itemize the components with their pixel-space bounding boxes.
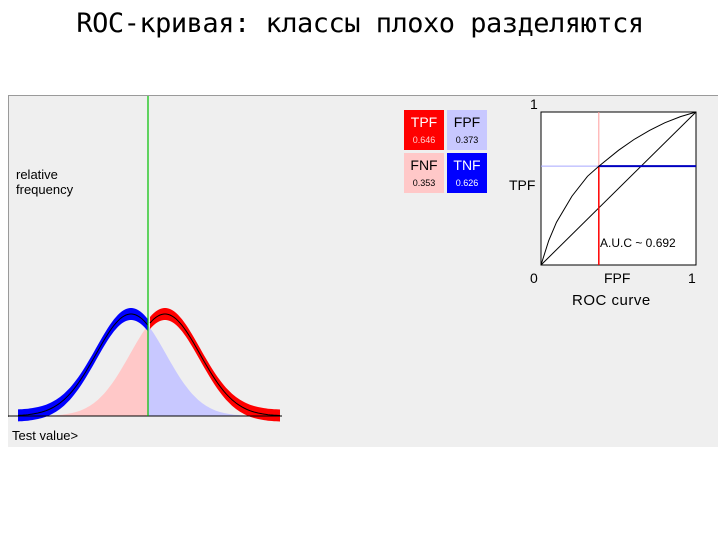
ylabel-line2: frequency	[16, 182, 74, 197]
pink-fill-area	[18, 325, 148, 416]
fpf-label: FPF	[453, 114, 481, 130]
roc-chance-diagonal	[540, 111, 697, 266]
tpf-label: TPF	[410, 114, 438, 130]
tpf-value: 0.646	[412, 135, 436, 145]
roc-y-max-tick: 1	[530, 96, 538, 112]
panel-border-left	[8, 95, 9, 417]
red-distribution-band	[150, 308, 280, 422]
test-value-label: Test value>	[12, 428, 79, 443]
fnf-value: 0.353	[412, 178, 436, 188]
roc-x-axis-label: FPF	[604, 270, 631, 286]
tnf-value: 0.626	[455, 178, 479, 188]
panel-border-top	[8, 95, 718, 96]
tpf-cell: TPF 0.646	[404, 110, 444, 150]
roc-x-max-tick: 1	[688, 270, 696, 286]
blue-distribution-band	[18, 308, 148, 422]
roc-caption: ROC curve	[572, 292, 651, 309]
roc-origin-tick: 0	[530, 270, 538, 286]
fnf-cell: FNF 0.353	[404, 153, 444, 193]
ylabel-line1: relative	[16, 167, 58, 182]
slide-title: ROC-кривая: классы плохо разделяются	[76, 8, 644, 39]
fpf-cell: FPF 0.373	[447, 110, 487, 150]
blue-distribution-curve	[17, 313, 149, 416]
red-distribution-curve	[149, 313, 281, 416]
lavender-fill-area	[148, 325, 280, 416]
roc-curve	[540, 111, 697, 266]
roc-y-axis-label: TPF	[509, 177, 536, 193]
fnf-label: FNF	[410, 157, 438, 173]
tnf-cell: TNF 0.626	[447, 153, 487, 193]
tnf-label: TNF	[453, 157, 481, 173]
fpf-value: 0.373	[455, 135, 479, 145]
auc-annotation: A.U.C ~ 0.692	[600, 236, 676, 250]
relative-frequency-label: relative frequency	[16, 167, 73, 197]
